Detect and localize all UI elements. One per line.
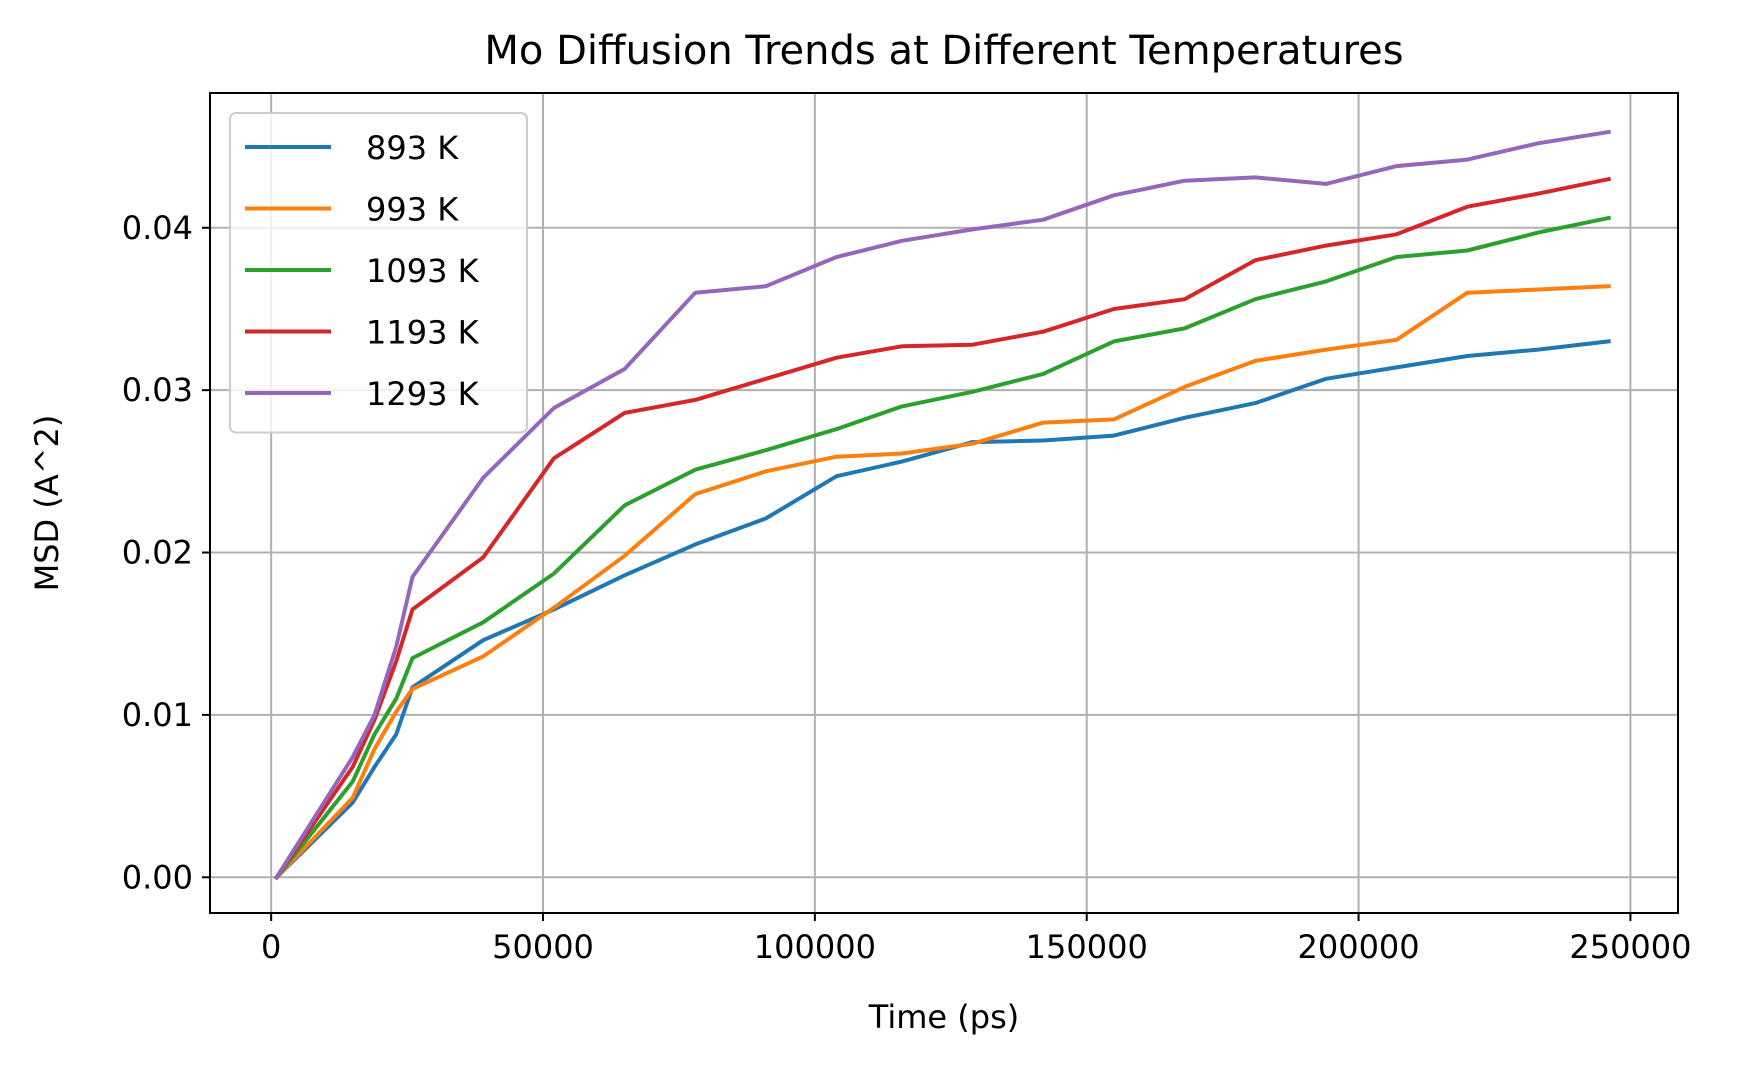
x-tick-label: 100000 [754,928,876,966]
legend-label: 1293 K [366,375,480,413]
x-tick-label: 50000 [492,928,594,966]
y-tick-label: 0.00 [122,858,193,896]
x-tick-label: 250000 [1569,928,1691,966]
legend-box [229,112,528,434]
series-line-2 [273,215,1612,881]
x-tick-label: 200000 [1297,928,1419,966]
tick-layer: 0 50000 100000 150000 200000 250000 0.00 0.01 0.… [122,209,1692,966]
y-tick-label: 0.01 [122,696,193,734]
x-tick-label: 0 [261,928,281,966]
x-axis-label: Time (ps) [868,998,1019,1036]
y-tick-label: 0.02 [122,534,193,572]
legend-label: 1193 K [366,314,480,352]
series-line-3 [273,176,1612,881]
y-axis-label: MSD (A^2) [28,415,66,592]
legend-label: 993 K [366,191,459,229]
legend: 893 K 993 K 1093 K 1193 K 1293 K [229,112,528,434]
series-line-4 [273,129,1611,881]
y-tick-label: 0.04 [122,209,193,247]
chart-title: Mo Diffusion Trends at Different Tempera… [484,28,1403,74]
series-line-0 [273,339,1611,881]
series-layer [273,129,1612,881]
legend-label: 1093 K [366,252,480,290]
x-tick-label: 150000 [1026,928,1148,966]
plot-frame [209,92,1679,914]
series-line-1 [273,284,1611,881]
y-tick-label: 0.03 [122,371,193,409]
grid-layer [210,93,1678,913]
legend-label: 893 K [366,129,459,167]
